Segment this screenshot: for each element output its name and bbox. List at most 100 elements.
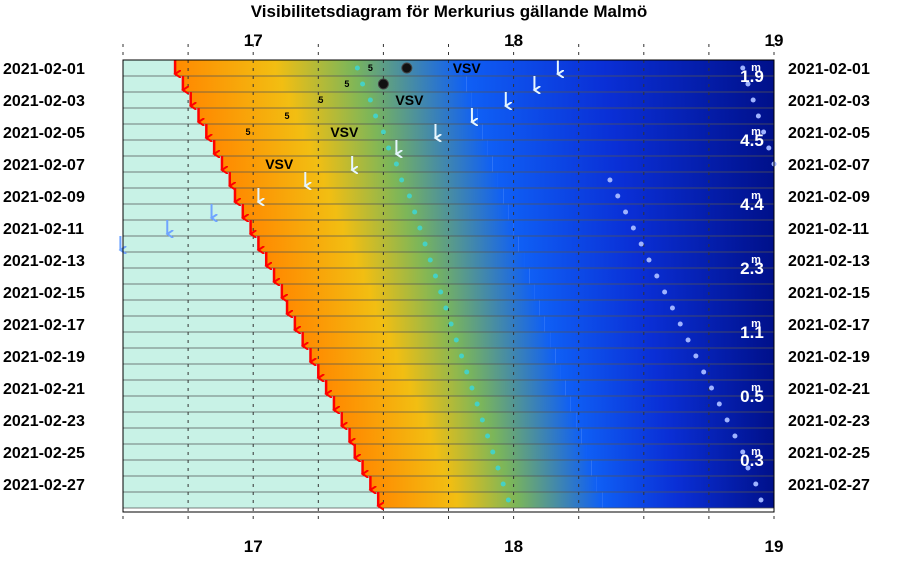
twilight-band [281, 284, 535, 300]
night-path-dot [646, 257, 652, 263]
night-band [482, 124, 774, 140]
daylight-band [123, 172, 230, 188]
magnitude-label: 0.3 [740, 451, 764, 470]
mercury-path-dot [490, 449, 496, 455]
night-band [581, 428, 774, 444]
magnitude-unit: m [751, 254, 761, 266]
night-band [596, 476, 774, 492]
mercury-path-dot [412, 209, 418, 215]
night-band [555, 348, 774, 364]
night-band [576, 412, 774, 428]
magnitude-label: 1.9 [740, 67, 764, 86]
daylight-band [123, 236, 259, 252]
mercury-position-dot [401, 62, 413, 74]
direction-label: VSV [453, 60, 482, 76]
twilight-band [242, 204, 509, 220]
twilight-band [349, 428, 582, 444]
twilight-band [287, 300, 540, 316]
night-path-dot [745, 465, 751, 471]
night-path-dot [761, 129, 767, 135]
daylight-band [123, 380, 327, 396]
night-path-dot [709, 385, 715, 391]
altitude-label: 5 [318, 95, 323, 105]
date-label-right: 2021-02-03 [788, 93, 870, 110]
date-label-right: 2021-02-13 [788, 253, 870, 270]
night-band [560, 364, 774, 380]
altitude-label: 5 [245, 127, 250, 137]
daylight-band [123, 76, 183, 92]
mercury-path-dot [417, 225, 423, 231]
mercury-path-dot [438, 289, 444, 295]
daylight-band [123, 476, 371, 492]
night-path-dot [677, 321, 683, 327]
magnitude-label: 2.3 [740, 259, 764, 278]
twilight-band [294, 316, 545, 332]
night-band [539, 300, 774, 316]
night-path-dot [716, 401, 722, 407]
night-path-dot [740, 449, 746, 455]
daylight-band [123, 124, 207, 140]
twilight-band [318, 364, 561, 380]
night-band [477, 108, 774, 124]
mercury-path-dot [354, 65, 360, 71]
date-label-right: 2021-02-15 [788, 285, 870, 302]
mercury-path-dot [500, 481, 506, 487]
daylight-band [123, 188, 235, 204]
night-path-dot [693, 353, 699, 359]
night-path-dot [766, 145, 772, 151]
plot-border [122, 59, 775, 513]
date-label-left: 2021-02-25 [3, 445, 85, 462]
date-label-right: 2021-02-27 [788, 477, 870, 494]
twilight-band [198, 108, 478, 124]
date-label-left: 2021-02-15 [3, 285, 85, 302]
twilight-band [190, 92, 472, 108]
daylight-band [123, 140, 215, 156]
night-path-dot [753, 481, 759, 487]
date-label-right: 2021-02-21 [788, 381, 870, 398]
mercury-path-dot [406, 193, 412, 199]
night-path-dot [732, 433, 738, 439]
night-path-dot [623, 209, 629, 215]
date-labels-left: 2021-02-01 2021-02-03 2021-02-05 2021-02-07… [3, 61, 85, 494]
night-path-dot [669, 305, 675, 311]
daylight-band [123, 284, 282, 300]
date-label-left: 2021-02-21 [3, 381, 85, 398]
night-band [550, 332, 774, 348]
date-label-right: 2021-02-11 [788, 221, 869, 238]
twilight-band [378, 492, 603, 508]
twilight-band [362, 460, 592, 476]
night-path-dot [750, 97, 756, 103]
daylight-band [123, 300, 288, 316]
mercury-path-dot [380, 129, 386, 135]
twilight-band [310, 348, 556, 364]
daylight-band [123, 108, 199, 124]
daylight-band [123, 156, 222, 172]
night-band [602, 492, 774, 508]
mercury-path-dot [474, 401, 480, 407]
night-band [487, 140, 774, 156]
date-label-left: 2021-02-13 [3, 253, 85, 270]
night-band [508, 204, 774, 220]
daylight-band [123, 412, 342, 428]
daylight-band [123, 396, 334, 412]
magnitude-unit: m [751, 382, 761, 394]
night-band [570, 396, 774, 412]
date-label-left: 2021-02-17 [3, 317, 85, 334]
date-label-right: 2021-02-07 [788, 157, 870, 174]
night-path-dot [607, 177, 613, 183]
date-label-right: 2021-02-19 [788, 349, 870, 366]
magnitude-unit: m [751, 126, 761, 138]
night-band [565, 380, 774, 396]
night-band [529, 268, 774, 284]
mercury-path-dot [479, 417, 485, 423]
daylight-band [123, 220, 251, 236]
night-path-dot [758, 497, 764, 503]
date-label-right: 2021-02-09 [788, 189, 870, 206]
date-label-left: 2021-02-09 [3, 189, 85, 206]
twilight-band [274, 268, 530, 284]
altitude-label: 5 [368, 63, 373, 73]
mercury-path-dot [453, 337, 459, 343]
magnitude-unit: m [751, 190, 761, 202]
daylight-band [123, 364, 319, 380]
magnitude-label: 0.5 [740, 387, 764, 406]
